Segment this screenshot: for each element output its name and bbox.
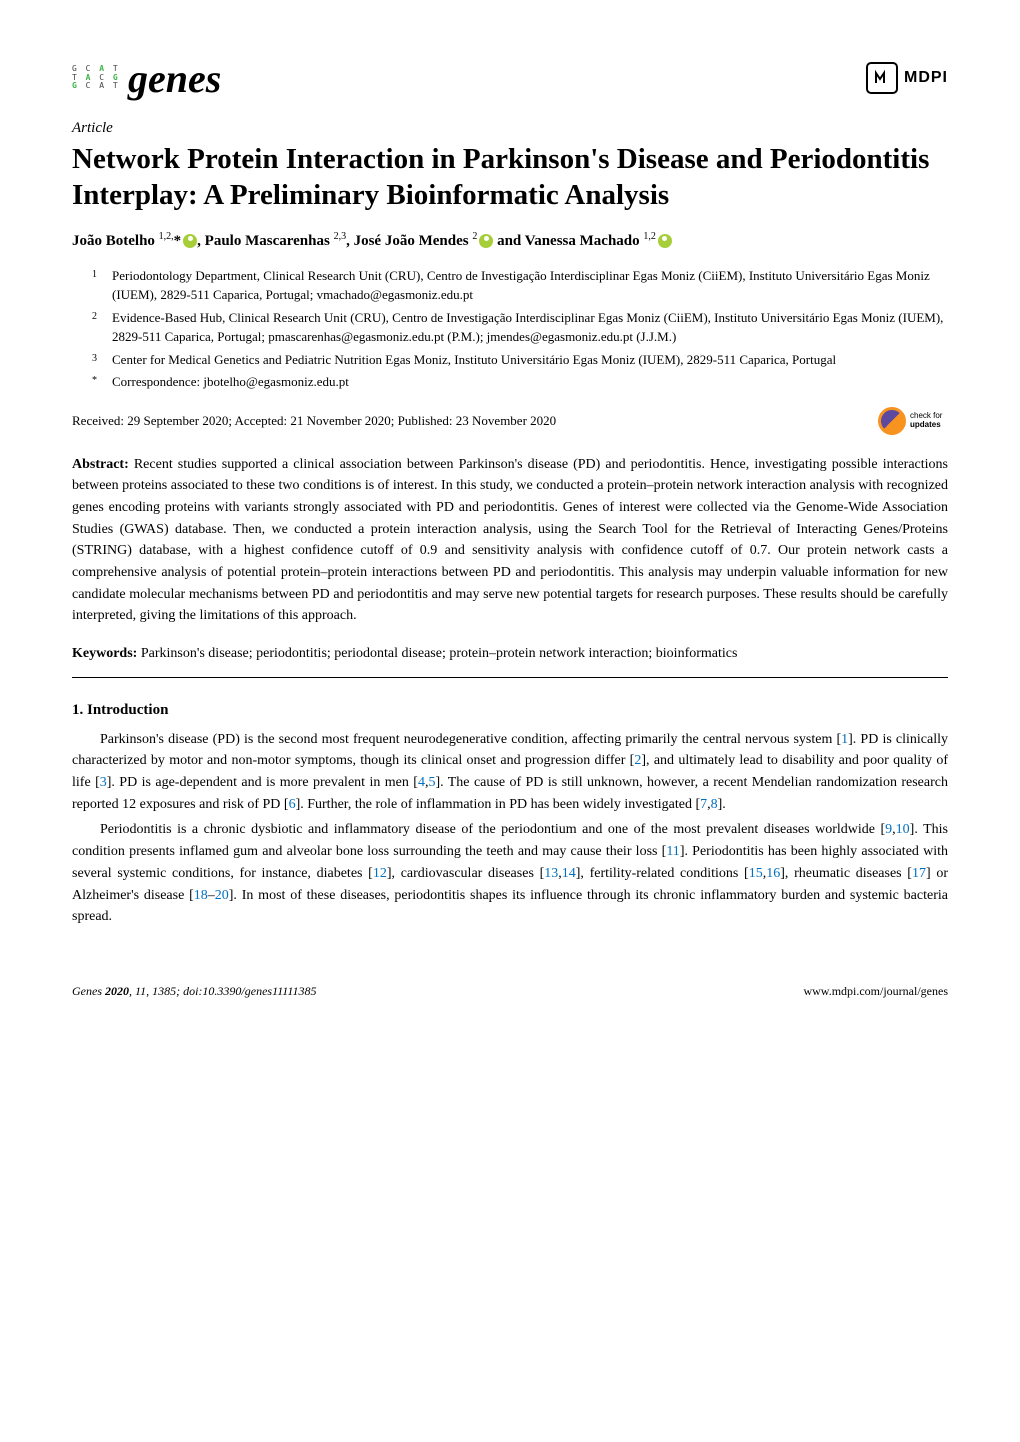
affiliations-list: 1Periodontology Department, Clinical Res…: [72, 266, 948, 392]
orcid-icon[interactable]: [658, 234, 672, 248]
keywords-label: Keywords:: [72, 646, 137, 661]
ref-link[interactable]: 10: [896, 822, 910, 837]
publication-dates: Received: 29 September 2020; Accepted: 2…: [72, 413, 556, 429]
affiliation-item: 2Evidence-Based Hub, Clinical Research U…: [112, 308, 948, 347]
ref-link[interactable]: 4: [418, 775, 425, 790]
affiliation-item: *Correspondence: jbotelho@egasmoniz.edu.…: [112, 372, 948, 392]
page-footer: Genes 2020, 11, 1385; doi:10.3390/genes1…: [72, 978, 948, 999]
article-title: Network Protein Interaction in Parkinson…: [72, 141, 948, 214]
orcid-icon[interactable]: [183, 234, 197, 248]
ref-link[interactable]: 14: [562, 866, 576, 881]
publisher-logo: MDPI: [866, 62, 948, 94]
ref-link[interactable]: 18: [194, 888, 208, 903]
journal-logo: G C A T T A C G G C A T genes: [72, 54, 221, 102]
article-type: Article: [72, 120, 948, 137]
mdpi-mark-icon: [866, 62, 898, 94]
journal-name: genes: [128, 55, 221, 102]
keywords-text: Parkinson's disease; periodontitis; peri…: [141, 646, 738, 661]
logo-dna-box: G C A T T A C G G C A T: [72, 54, 120, 102]
affiliation-item: 1Periodontology Department, Clinical Res…: [112, 266, 948, 305]
footer-url[interactable]: www.mdpi.com/journal/genes: [803, 984, 948, 999]
dates-row: Received: 29 September 2020; Accepted: 2…: [72, 406, 948, 436]
footer-citation: Genes 2020, 11, 1385; doi:10.3390/genes1…: [72, 984, 317, 999]
intro-para-1: Parkinson's disease (PD) is the second m…: [72, 729, 948, 816]
ref-link[interactable]: 20: [215, 888, 229, 903]
separator-rule: [72, 677, 948, 678]
header-row: G C A T T A C G G C A T genes MDPI: [72, 54, 948, 102]
ref-link[interactable]: 6: [289, 797, 296, 812]
publisher-name: MDPI: [904, 69, 948, 87]
orcid-icon[interactable]: [479, 234, 493, 248]
affiliation-item: 3Center for Medical Genetics and Pediatr…: [112, 350, 948, 370]
abstract-label: Abstract:: [72, 457, 129, 472]
intro-para-2: Periodontitis is a chronic dysbiotic and…: [72, 819, 948, 927]
abstract-text: Recent studies supported a clinical asso…: [72, 457, 948, 624]
ref-link[interactable]: 11: [666, 844, 679, 859]
author-list: João Botelho 1,2,*, Paulo Mascarenhas 2,…: [72, 230, 948, 252]
ref-link[interactable]: 3: [100, 775, 107, 790]
section-heading: 1. Introduction: [72, 702, 948, 719]
ref-link[interactable]: 15: [749, 866, 763, 881]
crossmark-icon: [878, 407, 906, 435]
ref-link[interactable]: 16: [766, 866, 780, 881]
ref-link[interactable]: 8: [711, 797, 718, 812]
ref-link[interactable]: 17: [912, 866, 926, 881]
check-updates-text: check for updates: [910, 412, 942, 430]
abstract: Abstract: Recent studies supported a cli…: [72, 454, 948, 628]
ref-link[interactable]: 13: [544, 866, 558, 881]
ref-link[interactable]: 12: [373, 866, 387, 881]
check-updates-badge[interactable]: check for updates: [878, 406, 948, 436]
keywords: Keywords: Parkinson's disease; periodont…: [72, 643, 948, 665]
